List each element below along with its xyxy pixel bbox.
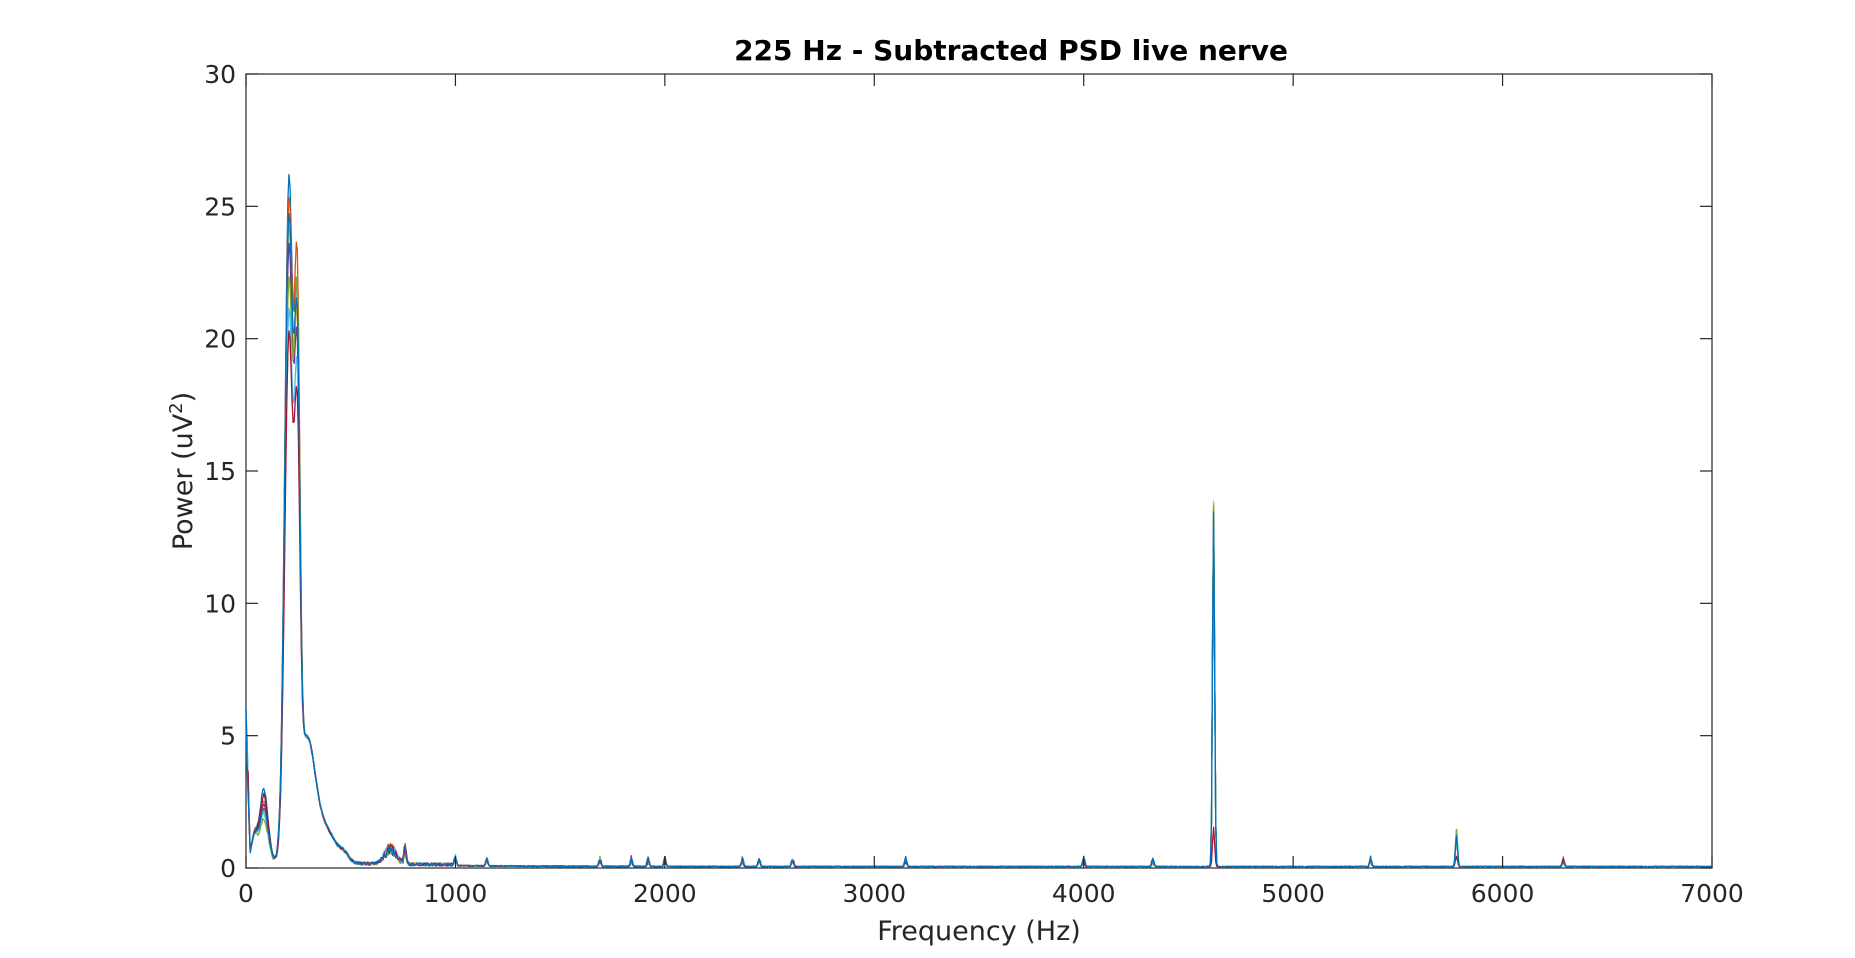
y-tick-label: 25 [204, 192, 236, 221]
x-axis-label: Frequency (Hz) [877, 916, 1081, 947]
plot-area [245, 73, 1713, 869]
y-tick-label: 15 [204, 457, 236, 486]
y-axis-label-close: ) [168, 392, 199, 403]
x-tick-label: 1000 [424, 879, 488, 908]
y-tick-label: 10 [204, 589, 236, 618]
y-tick-label: 30 [204, 60, 236, 89]
x-tick-label: 3000 [842, 879, 906, 908]
x-tick-label: 0 [238, 879, 254, 908]
y-axis-label-main: Power (uV [168, 413, 199, 550]
y-tick-label: 0 [220, 854, 236, 883]
ticks-layer: 0 1000 2000 3000 4000 5000 6000 7000 0 5 10 15 20 25 3… [204, 60, 1744, 908]
x-tick-label: 6000 [1471, 879, 1535, 908]
y-tick-label: 20 [204, 325, 236, 354]
x-tick-label: 5000 [1261, 879, 1325, 908]
x-tick-label: 7000 [1680, 879, 1744, 908]
y-axis-label-superscript: 2 [166, 402, 187, 413]
y-axis-label: Power (uV2) [166, 392, 200, 550]
chart-title: 225 Hz - Subtracted PSD live nerve [734, 34, 1288, 67]
x-tick-label: 4000 [1052, 879, 1116, 908]
series-layer [245, 173, 1713, 868]
x-tick-label: 2000 [633, 879, 697, 908]
psd-series-line [245, 212, 1713, 868]
y-tick-label: 5 [220, 722, 236, 751]
